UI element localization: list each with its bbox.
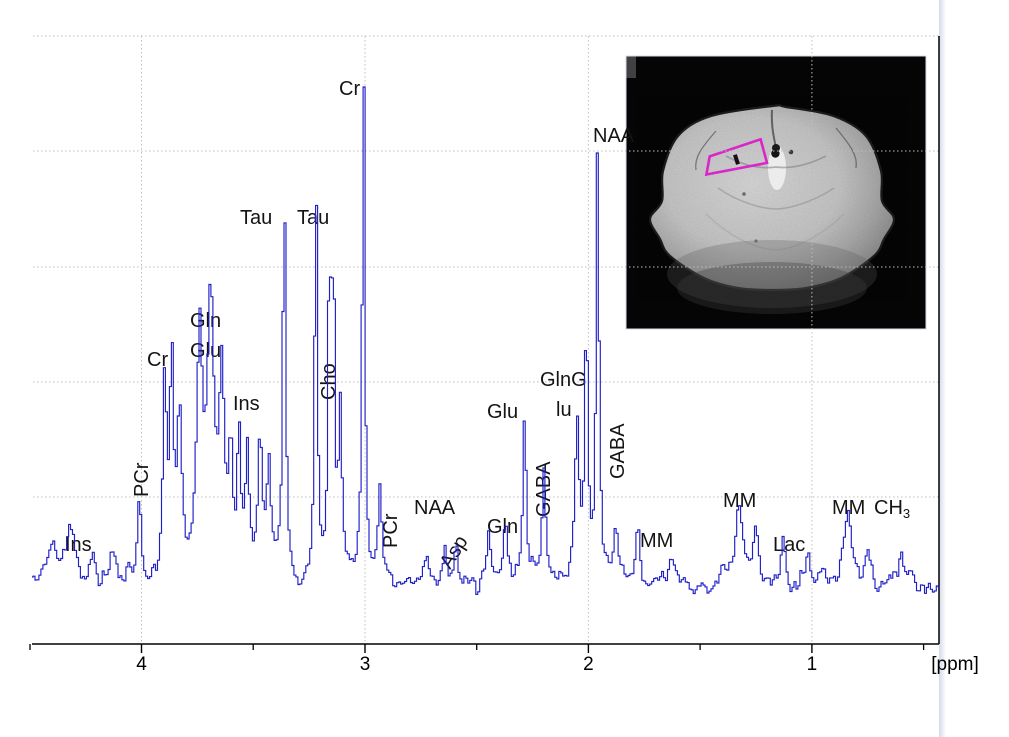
svg-text:GlnG: GlnG	[540, 369, 587, 391]
svg-text:Lac: Lac	[773, 534, 805, 556]
svg-text:Glu: Glu	[190, 340, 221, 362]
svg-text:MM: MM	[640, 530, 673, 552]
svg-text:PCr: PCr	[131, 462, 153, 497]
svg-text:1: 1	[807, 654, 818, 675]
svg-text:MM: MM	[832, 497, 865, 519]
svg-text:CH3: CH3	[874, 497, 910, 521]
svg-text:Tau: Tau	[240, 207, 272, 229]
svg-text:Ins: Ins	[65, 534, 92, 556]
svg-text:Glu: Glu	[487, 401, 518, 423]
svg-text:[ppm]: [ppm]	[931, 654, 979, 675]
svg-text:lu: lu	[556, 399, 572, 421]
svg-text:3: 3	[360, 654, 371, 675]
svg-text:GABA: GABA	[533, 461, 555, 517]
svg-text:GABA: GABA	[607, 423, 629, 479]
svg-text:2: 2	[583, 654, 594, 675]
svg-text:Cr: Cr	[339, 78, 360, 100]
svg-text:MM: MM	[723, 490, 756, 512]
svg-text:NAA: NAA	[593, 125, 635, 147]
svg-text:Tau: Tau	[297, 207, 329, 229]
svg-text:Cho: Cho	[318, 363, 340, 400]
svg-text:Gln: Gln	[190, 310, 221, 332]
svg-text:NAA: NAA	[414, 497, 456, 519]
svg-text:Ins: Ins	[233, 393, 260, 415]
svg-text:Gln: Gln	[487, 516, 518, 538]
svg-text:4: 4	[136, 654, 147, 675]
